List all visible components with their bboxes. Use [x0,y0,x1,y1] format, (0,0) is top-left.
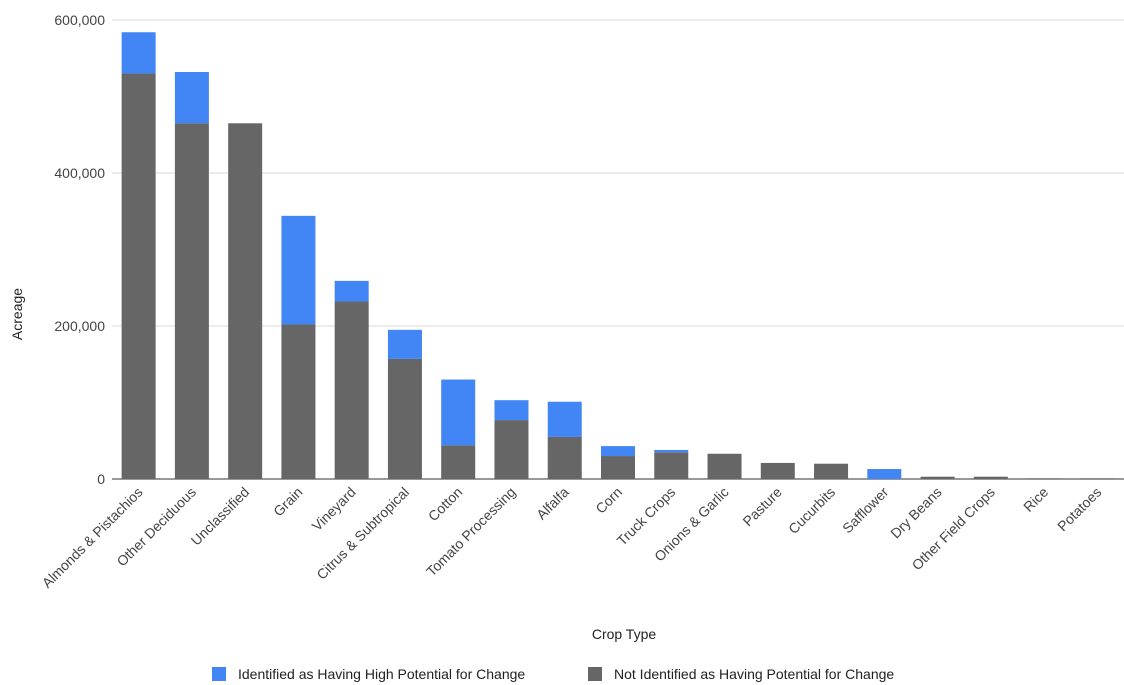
x-tick-label: Grain [270,484,306,520]
x-tick-label: Dry Beans [887,484,945,542]
x-tick-label: Pasture [739,484,785,530]
y-axis-title: Acreage [9,288,25,340]
legend-label: Not Identified as Having Potential for C… [614,666,894,682]
gridlines [112,19,1124,480]
bar-segment [174,72,209,124]
bars [121,32,1115,480]
bar-segment [441,379,476,446]
bar-segment [1027,478,1062,479]
bar-segment [334,280,369,302]
bar-segment [387,358,422,479]
bar-segment [814,463,849,479]
legend: Identified as Having High Potential for … [212,666,894,682]
bar-segment [547,401,582,437]
bar-segment [973,476,1008,479]
bar-segment [601,446,635,457]
bar-segment [760,462,795,479]
bar-segment [707,453,742,479]
y-tick-label: 200,000 [54,318,105,334]
bar-segment [387,329,422,359]
legend-swatch [588,667,602,681]
x-tick-label: Corn [592,484,625,517]
bar-segment [654,449,689,453]
bar-segment [654,452,689,479]
x-tick-label: Citrus & Subtropical [313,484,412,583]
bar-segment [174,123,209,480]
x-tick-label: Potatoes [1054,484,1104,534]
bar-segment [494,400,529,421]
bar-segment [281,324,316,479]
legend-swatch [212,667,226,681]
x-tick-label: Cotton [425,484,465,524]
bar-segment [920,476,955,479]
x-tick-label: Rice [1020,484,1051,515]
bar-segment [441,445,476,479]
x-tick-label: Almonds & Pistachios [39,484,146,591]
bar-segment [121,73,156,480]
x-axis-title: Crop Type [592,626,657,642]
bar-segment [494,420,529,479]
x-tick-label: Vineyard [309,484,359,534]
bar-segment [121,32,156,74]
bar-segment [601,456,635,479]
bar-segment [281,215,316,325]
bar-segment [334,301,369,479]
bar-segment [547,436,582,479]
y-axis-ticks: 0 200,000 400,000 600,000 [54,12,105,487]
x-tick-label: Cucurbits [785,484,838,537]
x-tick-label: Safflower [839,484,892,537]
x-tick-label: Alfalfa [533,484,572,523]
y-tick-label: 400,000 [54,165,105,181]
bar-segment [1080,478,1115,479]
y-tick-label: 0 [97,471,105,487]
y-tick-label: 600,000 [54,12,105,28]
legend-label: Identified as Having High Potential for … [238,666,525,682]
bar-segment [228,123,263,480]
bar-segment [867,469,902,479]
x-tick-label: Tomato Processing [423,484,519,580]
